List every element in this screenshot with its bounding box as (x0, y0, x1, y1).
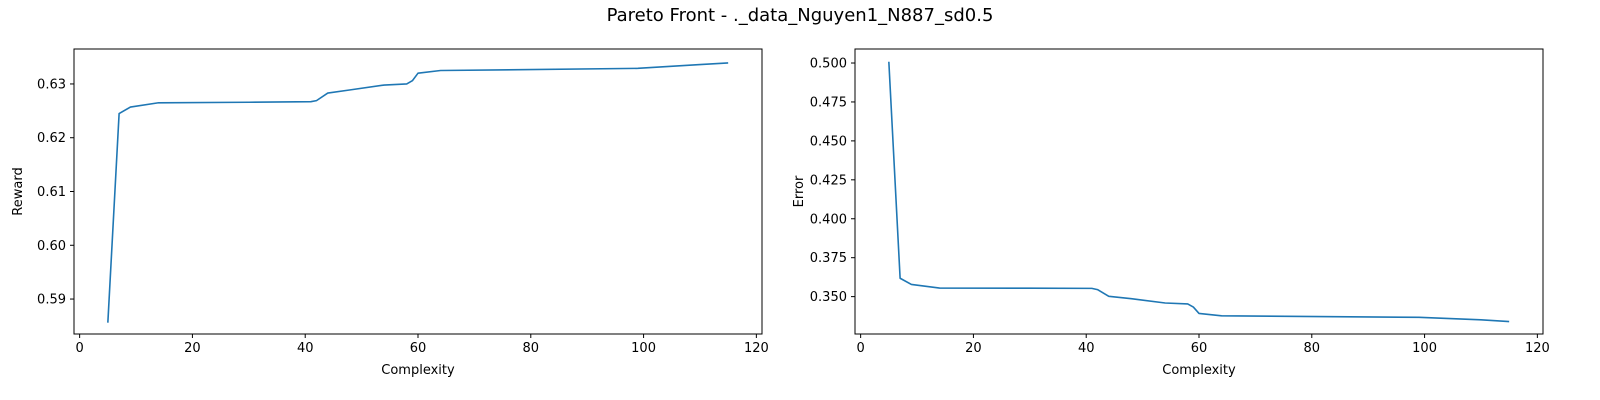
y-tick-label: 0.350 (810, 290, 847, 305)
series-line (107, 62, 729, 323)
x-axis-label: Complexity (1162, 363, 1236, 378)
y-tick-label: 0.425 (810, 173, 847, 188)
y-tick-label: 0.62 (37, 131, 66, 146)
y-tick-label: 0.61 (37, 185, 66, 200)
y-tick-label: 0.375 (810, 251, 847, 266)
y-tick-label: 0.400 (810, 212, 847, 227)
x-tick-label: 40 (1078, 341, 1095, 356)
x-tick-label: 0 (75, 341, 83, 356)
series-line (888, 61, 1510, 323)
y-tick-label: 0.500 (810, 57, 847, 72)
x-tick-label: 80 (523, 341, 540, 356)
x-tick-label: 60 (1191, 341, 1208, 356)
plot-frame (73, 48, 763, 335)
x-tick-label: 0 (856, 341, 864, 356)
y-tick-label: 0.60 (37, 239, 66, 254)
y-axis-label: Error (792, 175, 807, 207)
plot-frame (854, 48, 1544, 335)
figure-title: Pareto Front - ._data_Nguyen1_N887_sd0.5 (606, 5, 994, 26)
x-tick-label: 20 (965, 341, 982, 356)
x-tick-label: 40 (297, 341, 314, 356)
error-chart: 0 20 40 60 80 100 120 0.350 0.375 0.400 0.425 0.450… (792, 48, 1550, 378)
x-tick-label: 120 (1525, 341, 1550, 356)
x-tick-label: 100 (1412, 341, 1437, 356)
x-tick-label: 100 (631, 341, 656, 356)
x-tick-label: 80 (1304, 341, 1321, 356)
x-tick-label: 60 (410, 341, 427, 356)
x-tick-label: 120 (744, 341, 769, 356)
reward-chart: 0 20 40 60 80 100 120 0.59 0.60 0.61 0.62 0.63 Compl… (11, 48, 769, 378)
y-tick-label: 0.450 (810, 134, 847, 149)
y-tick-label: 0.63 (37, 77, 66, 92)
y-tick-label: 0.475 (810, 95, 847, 110)
x-tick-label: 20 (184, 341, 201, 356)
y-axis-label: Reward (11, 167, 26, 215)
y-tick-label: 0.59 (37, 293, 66, 308)
x-axis-label: Complexity (381, 363, 455, 378)
